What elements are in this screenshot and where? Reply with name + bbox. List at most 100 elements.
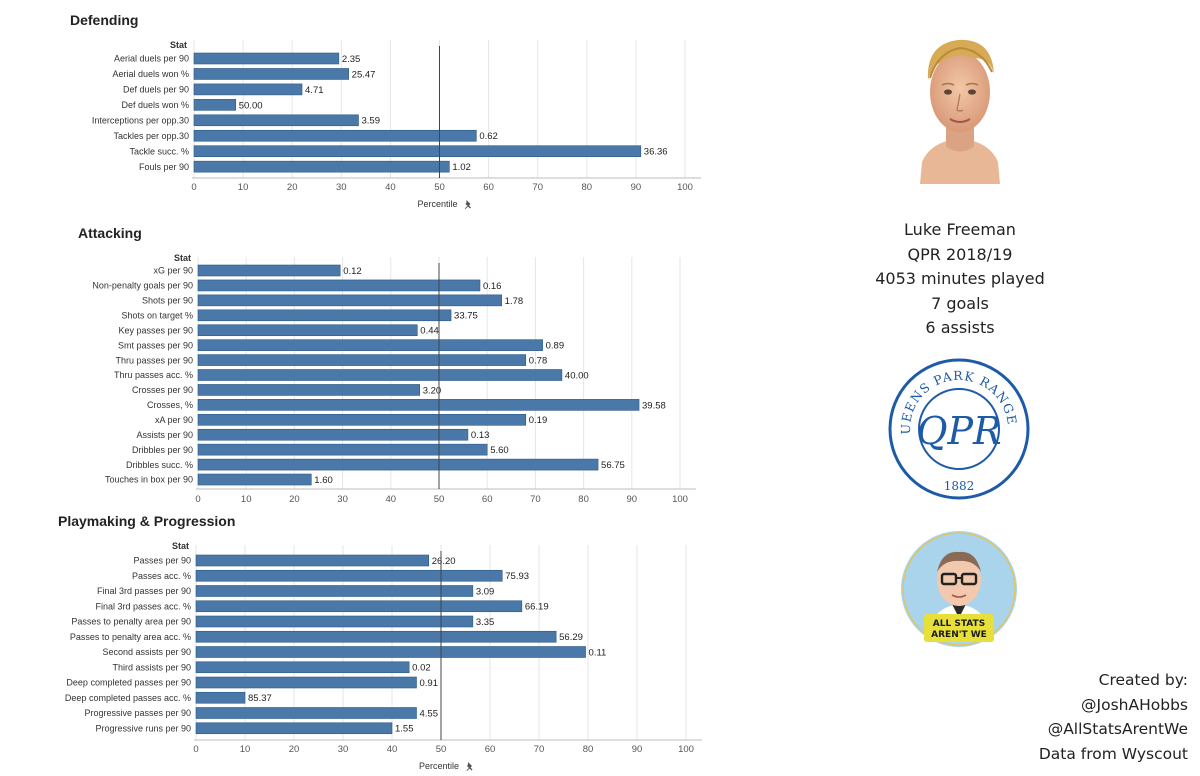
defending-bar (193, 68, 349, 80)
all-stats-arent-we-logo: ALL STATS AREN'T WE (899, 529, 1019, 649)
playmaking-bar-value: 1.55 (395, 724, 414, 735)
attacking-bar-value: 0.16 (483, 281, 502, 292)
defending-tick-label: 10 (238, 182, 249, 193)
defending-bar (193, 129, 477, 142)
attacking-bar-label: Non-penalty goals per 90 (92, 281, 193, 291)
attacking-title: Attacking (78, 225, 142, 241)
playmaking-bar-label: Deep completed passes per 90 (66, 678, 191, 688)
attacking-bar-label: Smt passes per 90 (118, 340, 193, 350)
attacking-bar-value: 0.44 (420, 326, 439, 337)
playmaking-bar-label: Final 3rd passes per 90 (97, 586, 191, 596)
playmaking-title: Playmaking & Progression (58, 513, 235, 529)
defending-title: Defending (70, 12, 138, 28)
defending-bar-value: 3.59 (361, 116, 380, 127)
ase-badge-line2: AREN'T WE (931, 630, 987, 640)
attacking-bar-label: Dribbles succ. % (126, 460, 193, 470)
playmaking-tick-label: 50 (436, 744, 447, 755)
defending-bar (193, 52, 340, 65)
defending-tick-label: 100 (677, 182, 693, 193)
attacking-bar-value: 0.12 (343, 266, 362, 277)
defending-bar-value: 36.36 (644, 147, 668, 158)
playmaking-bar-value: 0.91 (420, 678, 439, 689)
attacking-bar-value: 5.60 (490, 445, 509, 456)
playmaking-bar-label: Final 3rd passes acc. % (95, 601, 191, 611)
defending-bar-label: Tackles per opp.30 (113, 131, 189, 141)
attacking-tick-label: 20 (289, 494, 300, 505)
defending-bar-value: 1.02 (452, 162, 471, 173)
defending-bar-value: 50.00 (239, 100, 263, 111)
attacking-bar-label: Assists per 90 (136, 430, 193, 440)
playmaking-tick-label: 0 (193, 744, 198, 755)
playmaking-bar-value: 66.19 (525, 602, 549, 613)
playmaking-bar (195, 707, 417, 719)
playmaking-bar-label: Progressive runs per 90 (95, 723, 191, 733)
attacking-bar (197, 443, 488, 456)
defending-bar (193, 99, 237, 111)
attacking-bar (197, 354, 527, 366)
defending-bar-value: 0.62 (479, 131, 498, 142)
playmaking-tick-label: 30 (338, 744, 349, 755)
defending-tick-label: 20 (287, 182, 298, 193)
player-info: Luke Freeman QPR 2018/19 4053 minutes pl… (850, 218, 1070, 341)
attacking-bar-label: Dribbles per 90 (132, 445, 193, 455)
playmaking-tick-label: 20 (289, 744, 300, 755)
defending-bar-label: Tackle succ. % (129, 146, 189, 156)
attacking-bar-label: Key passes per 90 (118, 325, 193, 335)
attacking-bar-label: xA per 90 (155, 415, 193, 425)
playmaking-stat-header: Stat (172, 541, 189, 551)
attacking-bar-value: 0.19 (529, 415, 548, 426)
playmaking-bar-label: Third assists per 90 (112, 662, 191, 672)
player-photo (920, 39, 1000, 184)
defending-bar-label: Aerial duels per 90 (114, 54, 189, 64)
credits-author-handle: @JoshAHobbs (1081, 695, 1188, 714)
defending-tick-label: 50 (434, 182, 445, 193)
attacking-bar-value: 56.75 (601, 460, 625, 471)
attacking-tick-label: 0 (195, 494, 200, 505)
playmaking-bar-value: 4.55 (420, 708, 439, 719)
attacking-tick-label: 40 (386, 494, 397, 505)
playmaking-bar (195, 585, 474, 597)
attacking-bar (197, 384, 421, 396)
playmaking-bar-label: Passes to penalty area per 90 (71, 617, 191, 627)
attacking-bar (197, 428, 469, 441)
defending-bar-value: 4.71 (305, 85, 324, 96)
playmaking-bar (195, 676, 417, 689)
playmaking-bar-value: 3.09 (476, 586, 495, 597)
attacking-bar-label: Shots per 90 (142, 296, 193, 306)
defending-bar (193, 160, 450, 173)
defending-tick-label: 60 (483, 182, 494, 193)
attacking-bar (197, 279, 481, 292)
defending-bar-value: 2.35 (342, 54, 361, 65)
playmaking-bar-label: Progressive passes per 90 (84, 708, 191, 718)
defending-bar-label: Aerial duels won % (112, 69, 189, 79)
defending-tick-label: 70 (532, 182, 543, 193)
playmaking-bar (195, 691, 246, 704)
attacking-bar-value: 39.58 (642, 400, 666, 411)
playmaking-tick-label: 60 (485, 744, 496, 755)
attacking-bar (197, 324, 418, 337)
playmaking-bar-label: Passes per 90 (133, 556, 191, 566)
attacking-bar (197, 473, 312, 486)
playmaking-bar-value: 0.02 (412, 663, 431, 674)
defending-tick-label: 0 (191, 182, 196, 193)
pin-icon[interactable] (466, 762, 473, 771)
credits: Created by: @JoshAHobbs @AllStatsArentWe… (1039, 668, 1188, 766)
pin-icon[interactable] (464, 200, 471, 209)
playmaking-tick-label: 90 (632, 744, 643, 755)
attacking-bar (197, 399, 640, 411)
attacking-bar-value: 0.13 (471, 430, 490, 441)
attacking-bar-value: 3.20 (423, 385, 442, 396)
attacking-bar-value: 0.78 (529, 355, 548, 366)
playmaking-bar (195, 722, 393, 735)
attacking-bar-label: Thru passes acc. % (114, 370, 193, 380)
playmaking-bar (195, 600, 523, 613)
playmaking-bar-value: 75.93 (505, 571, 529, 582)
attacking-bar (197, 369, 563, 381)
defending-bar-label: Interceptions per opp.30 (92, 116, 189, 126)
playmaking-tick-label: 80 (583, 744, 594, 755)
attacking-bar-value: 33.75 (454, 311, 478, 322)
attacking-tick-label: 30 (337, 494, 348, 505)
goals: 7 goals (931, 293, 989, 313)
percentile-charts: Defending Stat Aerial duels per 90 2.35 Aeri… (58, 12, 702, 771)
playmaking-bar-value: 26.20 (432, 556, 456, 567)
